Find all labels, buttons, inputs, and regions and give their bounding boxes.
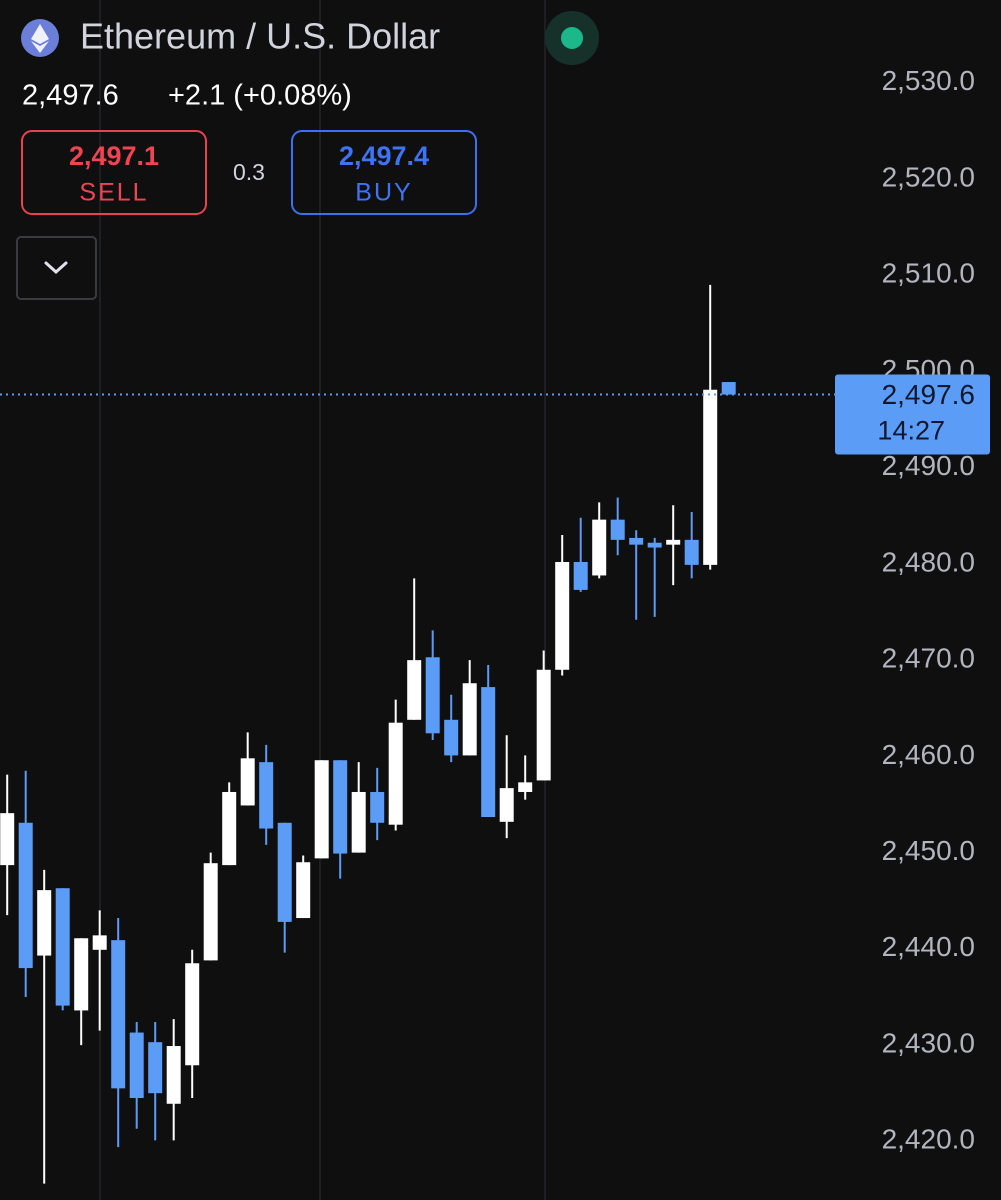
buy-button[interactable]: 2,497.4 BUY (291, 130, 477, 215)
candle-body (240, 758, 255, 806)
y-tick-label: 2,460.0 (882, 739, 975, 770)
sell-label[interactable]: SELL (79, 179, 148, 207)
candle-body (148, 1042, 163, 1094)
candle-body (18, 822, 33, 969)
candle-body (684, 539, 699, 565)
expand-box[interactable] (16, 236, 97, 300)
last-price: 2,497.6 (22, 80, 119, 112)
y-tick-label: 2,430.0 (882, 1027, 975, 1058)
last-price-tag-label: 2,497.6 (882, 379, 975, 410)
buy-price[interactable]: 2,497.4 (339, 141, 429, 171)
candle-body (222, 791, 237, 866)
sell-price[interactable]: 2,497.1 (69, 141, 159, 171)
candle-body (370, 791, 385, 823)
candle-body (610, 519, 625, 540)
candle-body (518, 782, 533, 792)
candle-body (111, 940, 126, 1089)
sell-button[interactable]: 2,497.1 SELL (21, 130, 207, 215)
candle-body (536, 669, 551, 781)
candle-body (314, 760, 329, 859)
y-tick-label: 2,440.0 (882, 931, 975, 962)
status-dot (561, 27, 583, 49)
y-tick-label: 2,470.0 (882, 643, 975, 674)
candle-body (203, 863, 218, 961)
candle-body (592, 519, 607, 576)
candle-body (481, 687, 496, 818)
candle-body (647, 542, 662, 548)
candle-body (388, 722, 403, 825)
y-tick-label: 2,450.0 (882, 835, 975, 866)
candle-body (721, 382, 736, 395)
y-tick-label: 2,480.0 (882, 546, 975, 577)
candle-body (425, 657, 440, 734)
candle-body (333, 760, 348, 854)
candle-body (185, 963, 200, 1066)
candle-body (462, 683, 477, 756)
spread: 0.3 (233, 159, 265, 185)
candle-body (555, 561, 570, 670)
candle-body (573, 561, 588, 590)
eth-glyph (31, 24, 49, 53)
expand-button[interactable] (16, 236, 97, 300)
candle-body (259, 762, 274, 829)
candle-body (74, 938, 89, 1011)
sell-box[interactable] (21, 130, 207, 215)
header: Ethereum / U.S. Dollar 2,497.6 +2.1 (+0.… (16, 11, 599, 300)
candle-body (166, 1046, 181, 1104)
candle-body (37, 890, 52, 956)
last-price-tag (835, 374, 990, 455)
plot: 2,420.0 2,430.0 2,440.0 2,450.0 2,460.0 2,470… (0, 65, 990, 1184)
y-tick-label: 2,420.0 (882, 1124, 975, 1155)
countdown: 14:27 (877, 416, 945, 446)
candle-body (666, 539, 681, 545)
y-tick-label: 2,510.0 (882, 258, 975, 289)
candle-body (92, 935, 107, 950)
y-tick-label: 2,530.0 (882, 65, 975, 96)
candle-body (0, 813, 15, 866)
candle-body (277, 822, 292, 922)
y-tick-label: 2,520.0 (882, 161, 975, 192)
price-change: +2.1 (+0.08%) (168, 80, 352, 112)
candle-body (129, 1032, 144, 1098)
candle-body (629, 537, 644, 545)
candle-body (499, 788, 514, 822)
candle-body (703, 389, 718, 565)
candle-body (407, 660, 422, 720)
chevron[interactable] (44, 261, 68, 275)
buy-box[interactable] (291, 130, 477, 215)
candle-body (351, 791, 366, 853)
buy-label[interactable]: BUY (355, 179, 412, 207)
y-tick-label: 2,490.0 (882, 450, 975, 481)
candle-body (55, 888, 70, 1006)
candle-body (296, 862, 311, 919)
candle-body (444, 719, 459, 756)
symbol-title: Ethereum / U.S. Dollar (80, 16, 440, 57)
